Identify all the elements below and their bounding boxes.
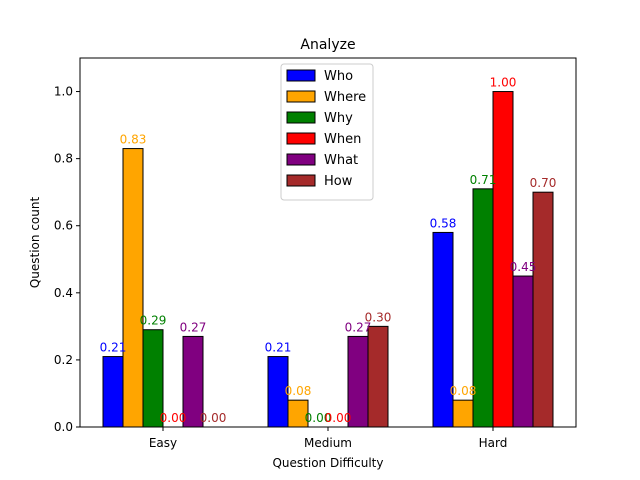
legend-label-where: Where [324,90,366,105]
legend-label-what: What [324,153,358,168]
legend-swatch-who [286,69,316,82]
data-label-why-medium: 0.00 [305,411,332,425]
legend: Who Where Why When What How [280,63,374,201]
data-label-when-hard: 1.00 [490,76,517,90]
data-labels-layer: 0.21 0.21 0.58 0.83 0.08 0.08 0.29 0.00 0.71 0.00… [100,76,557,425]
bar-where-easy [122,148,144,428]
legend-label-when: When [324,132,361,147]
y-tick-label: 0.2 [54,353,73,367]
bar-how-medium [367,325,389,428]
x-tick-label-hard: Hard [479,436,508,450]
legend-swatch-how [286,174,316,187]
bar-where-hard [452,399,474,428]
y-tick-label: 0.4 [54,286,73,300]
y-tick-label: 0.8 [54,152,73,166]
x-axis-label: Question Difficulty [272,456,383,470]
data-label-who-easy: 0.21 [100,341,127,355]
data-label-when-medium: 0.00 [325,411,352,425]
x-tick-label-medium: Medium [304,436,352,450]
legend-label-how: How [324,174,353,189]
legend-swatch-when [286,132,316,145]
legend-swatch-what [286,153,316,166]
data-label-when-easy: 0.00 [160,411,187,425]
chart-title: Analyze [300,37,355,53]
y-tick-label: 0.6 [54,219,73,233]
y-axis-label: Question count [28,197,42,289]
data-label-where-hard: 0.08 [450,384,477,398]
legend-label-why: Why [324,111,353,126]
x-tick-label-easy: Easy [149,436,177,450]
y-tick-label: 1.0 [54,85,73,99]
legend-swatch-where [286,90,316,103]
data-label-how-hard: 0.70 [530,176,557,190]
bar-who-easy [102,356,124,428]
data-label-what-medium: 0.27 [345,320,372,334]
x-axis: Easy Medium Hard [149,427,508,450]
bar-what-hard [512,275,534,428]
data-label-who-medium: 0.21 [265,341,292,355]
data-label-where-medium: 0.08 [285,384,312,398]
bars-layer [102,91,554,428]
data-label-who-hard: 0.58 [430,216,457,230]
data-label-what-hard: 0.45 [510,260,537,274]
data-label-how-medium: 0.30 [365,310,392,324]
data-label-how-easy: 0.00 [200,411,227,425]
legend-swatch-why [286,111,316,124]
y-tick-label: 0.0 [54,420,73,434]
data-label-where-easy: 0.83 [120,133,147,147]
data-label-what-easy: 0.27 [180,320,207,334]
bar-how-hard [532,191,554,428]
y-axis: 0.0 0.2 0.4 0.6 0.8 1.0 [54,85,80,434]
data-label-why-hard: 0.71 [470,173,497,187]
legend-label-who: Who [324,69,353,84]
data-label-why-easy: 0.29 [140,314,167,328]
